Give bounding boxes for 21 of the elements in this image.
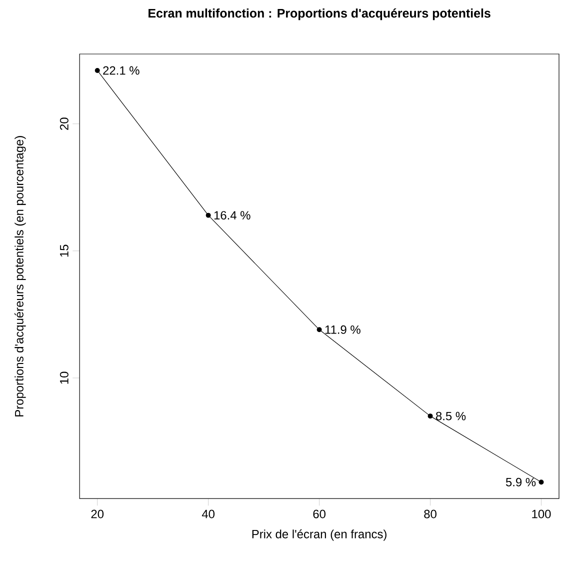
- data-label: 16.4 %: [214, 211, 250, 220]
- data-label: 11.9 %: [325, 325, 360, 334]
- y-tick-label: 20: [60, 118, 68, 130]
- data-label: 22.1 %: [103, 66, 140, 75]
- data-label: 5.9 %: [506, 478, 536, 486]
- y-tick-label: 10: [60, 372, 68, 384]
- point: [94, 68, 100, 73]
- x-tick-label: 60: [313, 510, 326, 518]
- data-label: 8.5 %: [436, 412, 466, 420]
- point: [206, 212, 211, 218]
- x-axis-title: Prix de l'écran (en francs): [252, 529, 386, 541]
- y-axis-title: Proportions d'acquéreurs potentiels (en pourcentage): [14, 136, 26, 416]
- x-tick-label: 100: [532, 510, 551, 518]
- x-tick-label: 40: [202, 510, 215, 518]
- point: [316, 327, 322, 332]
- x-tick-label: 80: [424, 510, 436, 518]
- y-tick-label: 15: [60, 244, 68, 257]
- x-tick-label: 20: [91, 510, 104, 518]
- point: [428, 414, 433, 419]
- chart-title: Ecran multifonction : Proportions d'acquéreurs potentiels: [148, 8, 490, 20]
- point: [538, 480, 544, 485]
